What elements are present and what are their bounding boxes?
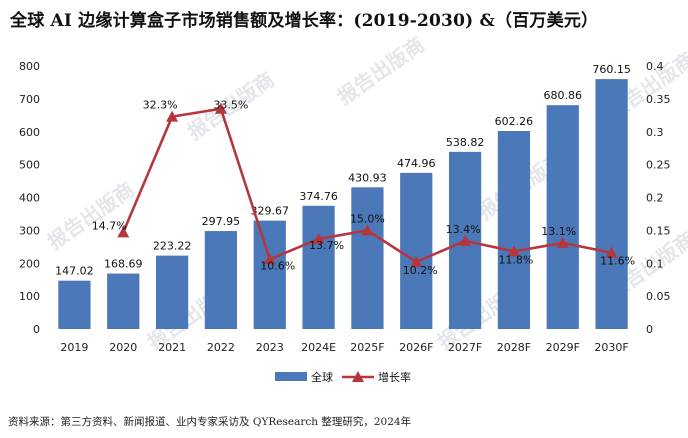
left-axis-tick-label: 600	[19, 126, 40, 139]
growth-point-marker	[556, 236, 569, 248]
left-axis-tick-label: 100	[19, 290, 40, 303]
bar-value-label: 430.93	[348, 171, 387, 184]
right-axis-tick-label: 0.15	[646, 224, 671, 237]
bar	[155, 255, 189, 329]
growth-point-marker	[263, 253, 276, 265]
x-tick-label: 2023	[256, 341, 284, 354]
chart-title: 全球 AI 边缘计算盒子市场销售额及增长率：(2019-2030) &（百万美元…	[10, 11, 599, 31]
legend-bar-label: 全球	[311, 370, 333, 384]
x-tick-label: 2025F	[350, 341, 384, 354]
bar-value-label: 329.67	[251, 205, 290, 218]
growth-point-marker	[312, 232, 325, 244]
growth-point-marker	[410, 255, 423, 267]
x-axis-labels: 2019 2020 2021 2022 2023 2024E 2025F 2026F 2027F…	[60, 341, 628, 354]
growth-value-label: 11.8%	[498, 253, 533, 266]
bar	[497, 131, 531, 329]
bar	[351, 187, 384, 329]
right-axis-tick-label: 0.4	[646, 60, 664, 73]
growth-point-marker	[361, 224, 374, 236]
left-axis-tick-label: 700	[19, 93, 40, 106]
bar	[546, 105, 579, 330]
left-axis: 0 100 200 300 400 500 600 700 800	[19, 60, 40, 336]
bar-value-label: 538.82	[446, 136, 485, 149]
growth-value-label: 15.0%	[350, 212, 385, 225]
bar	[253, 220, 286, 329]
growth-point-marker	[605, 246, 618, 258]
growth-labels: 14.7% 32.3% 33.5% 10.6% 13.7% 15.0% 10.2% 13.4%…	[92, 99, 635, 277]
source-note: 资料来源：第三方资料、新闻报道、业内专家采访及 QYResearch 整理研究，…	[8, 416, 412, 428]
legend-bar-swatch	[275, 372, 307, 381]
growth-value-label: 33.5%	[213, 99, 248, 112]
growth-point-marker	[459, 234, 472, 246]
left-axis-tick-label: 0	[33, 323, 40, 336]
growth-value-label: 14.7%	[92, 219, 127, 232]
growth-point-marker	[166, 110, 179, 122]
bar	[204, 231, 238, 329]
left-axis-tick-label: 800	[19, 60, 40, 73]
x-tick-label: 2026F	[399, 341, 433, 354]
right-axis: 0 0.05 0.1 0.15 0.2 0.25 0.3 0.35 0.4	[646, 60, 671, 336]
left-axis-tick-label: 300	[19, 224, 40, 237]
bar	[595, 79, 628, 330]
growth-value-label: 13.7%	[309, 239, 344, 252]
bar-labels: 147.02 168.69 223.22 297.95 329.67 374.76 430.…	[55, 63, 631, 278]
x-tick-label: 2021	[158, 341, 186, 354]
x-tick-label: 2030F	[594, 341, 628, 354]
growth-point-marker	[214, 102, 227, 114]
left-axis-tick-label: 500	[19, 159, 40, 172]
growth-value-label: 32.3%	[143, 99, 178, 112]
x-tick-label: 2028F	[497, 341, 531, 354]
bar-value-label: 297.95	[202, 215, 241, 228]
growth-line-series	[117, 102, 618, 267]
right-axis-tick-label: 0.3	[646, 126, 664, 139]
growth-value-label: 13.4%	[446, 223, 481, 236]
bar	[400, 172, 433, 329]
growth-value-label: 10.2%	[403, 264, 438, 277]
x-tick-label: 2024E	[301, 341, 336, 354]
bar	[107, 273, 140, 329]
bar-value-label: 760.15	[592, 63, 631, 76]
growth-value-label: 10.6%	[260, 259, 295, 272]
bar-series	[58, 79, 628, 330]
bar	[58, 280, 91, 329]
growth-point-marker	[507, 245, 520, 257]
bar-value-label: 680.86	[544, 89, 583, 102]
right-axis-tick-label: 0.1	[646, 257, 664, 270]
bar-value-label: 474.96	[397, 157, 436, 170]
bar	[302, 205, 335, 329]
left-axis-tick-label: 400	[19, 192, 40, 205]
legend-line-marker	[352, 371, 364, 382]
bar-value-label: 168.69	[104, 258, 143, 271]
bar-value-label: 374.76	[299, 190, 338, 203]
x-tick-label: 2022	[207, 341, 235, 354]
growth-value-label: 11.6%	[600, 255, 635, 268]
right-axis-tick-label: 0.35	[646, 93, 671, 106]
growth-value-label: 13.1%	[541, 225, 576, 238]
bar-value-label: 602.26	[495, 115, 534, 128]
x-tick-label: 2029F	[546, 341, 580, 354]
bar-value-label: 223.22	[153, 240, 192, 253]
legend: 全球 增长率	[275, 370, 411, 384]
left-axis-tick-label: 200	[19, 257, 40, 270]
x-tick-label: 2027F	[448, 341, 482, 354]
x-tick-label: 2019	[60, 341, 88, 354]
right-axis-tick-label: 0.05	[646, 290, 671, 303]
right-axis-tick-label: 0.25	[646, 159, 671, 172]
growth-point-marker	[117, 226, 130, 238]
legend-line-label: 增长率	[378, 370, 411, 384]
right-axis-tick-label: 0	[646, 323, 653, 336]
right-axis-tick-label: 0.2	[646, 192, 664, 205]
x-tick-label: 2020	[109, 341, 137, 354]
bar-value-label: 147.02	[55, 265, 94, 278]
